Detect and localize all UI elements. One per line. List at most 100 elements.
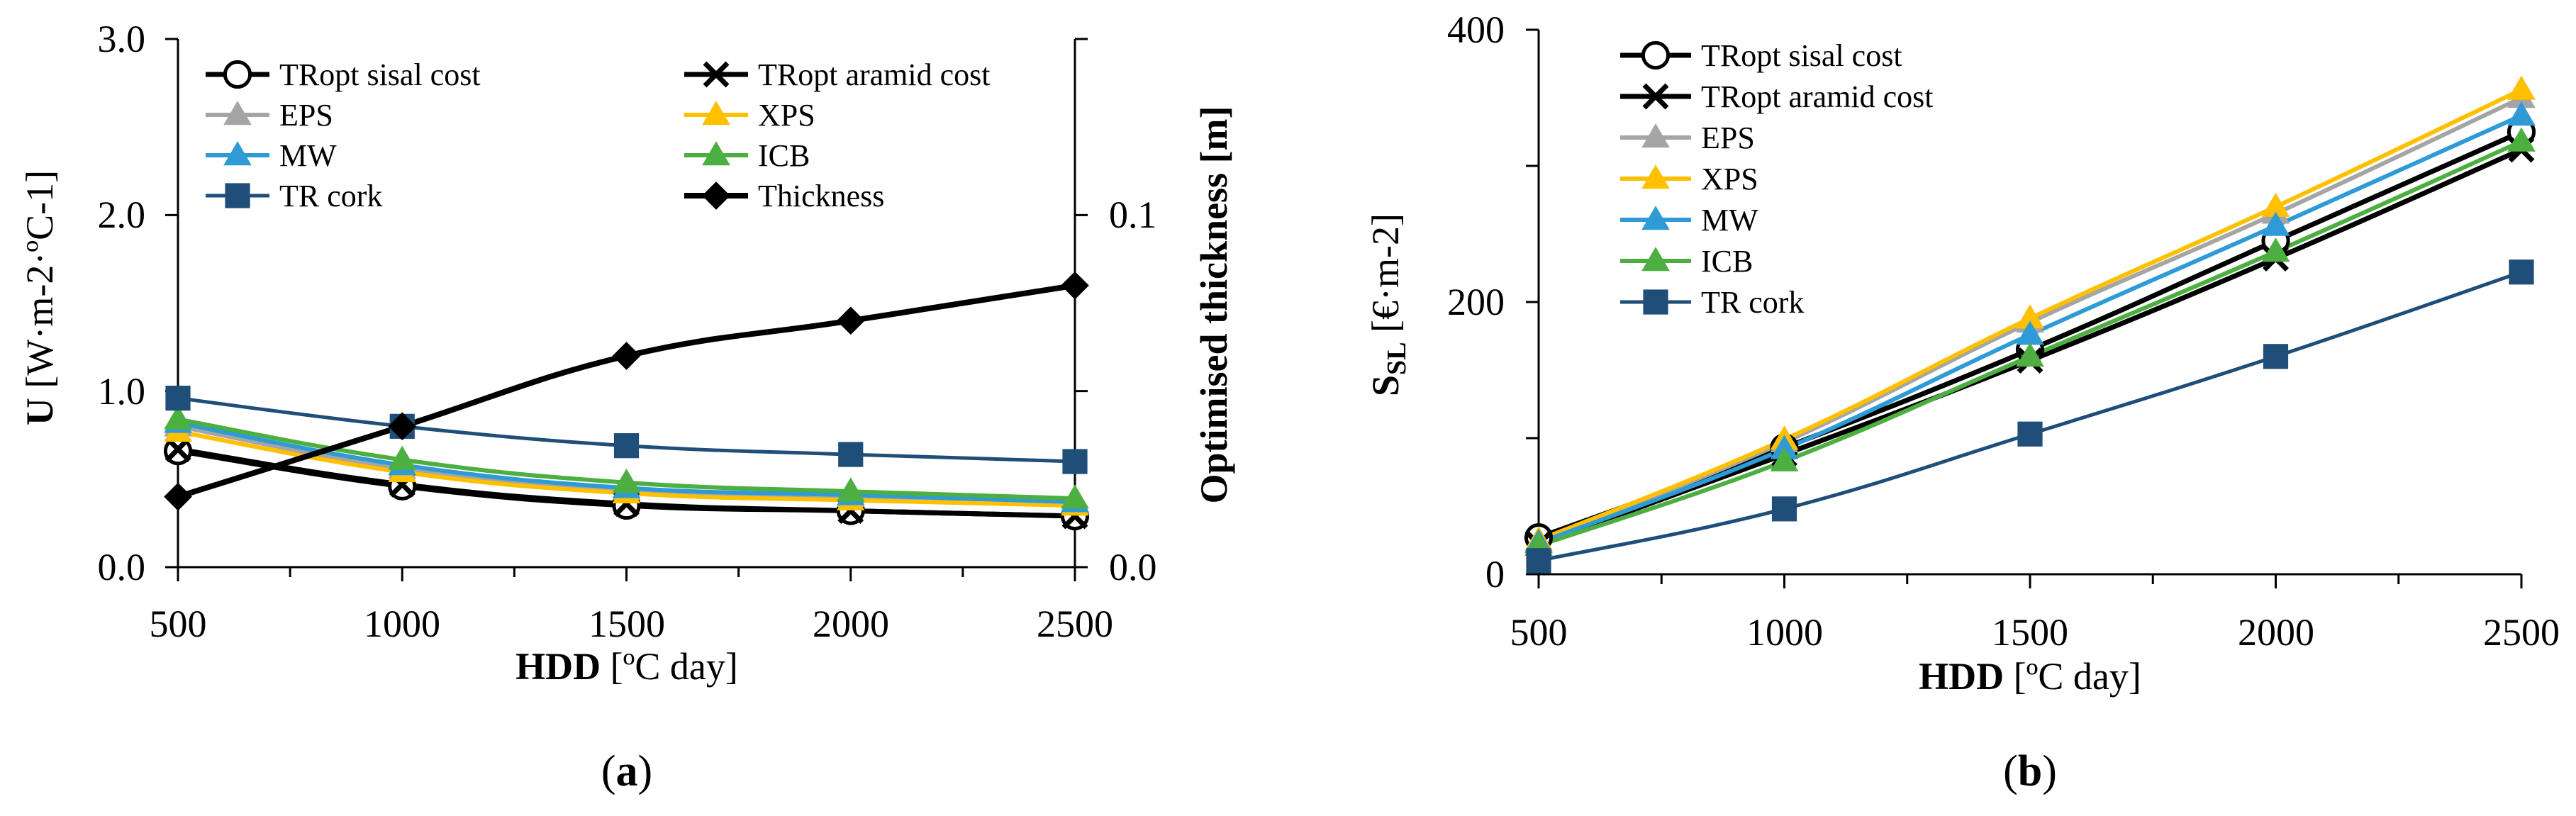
data-point-tr-cork bbox=[2263, 344, 2289, 369]
legend-marker bbox=[1643, 289, 1668, 315]
data-point-icb bbox=[1770, 447, 1799, 471]
b-ylabel-sub: SL bbox=[1382, 342, 1412, 374]
data-point-tr-cork bbox=[165, 386, 191, 411]
a-panel-label: (a) bbox=[601, 747, 652, 795]
b-ytick-label: 400 bbox=[1447, 9, 1505, 51]
b-ytick-label: 200 bbox=[1447, 281, 1505, 323]
data-point-icb bbox=[1061, 484, 1089, 509]
chart-a-legend: TRopt sisal cost TRopt aramid cost EPS XPS M… bbox=[206, 57, 991, 213]
series-markers-icb bbox=[164, 405, 1089, 509]
legend-label: TR cork bbox=[279, 179, 382, 213]
legend-marker bbox=[223, 141, 252, 166]
legend-label: ICB bbox=[758, 138, 810, 173]
data-point-tr-cork bbox=[613, 433, 640, 459]
legend-item-eps: EPS bbox=[1620, 121, 1755, 155]
a-y2-axis-title: Optimised thickness [m] bbox=[1193, 106, 1235, 503]
legend-marker bbox=[702, 101, 730, 125]
b-y-axis-title: SSL [€·m-2] bbox=[1364, 213, 1412, 396]
a-ylabel-rest: [W·m-2·ºC-1] bbox=[18, 170, 61, 398]
data-point-tr-cork bbox=[1526, 548, 1551, 574]
b-xlabel-rest: [ºC day] bbox=[2004, 655, 2141, 698]
data-point-thickness bbox=[612, 342, 641, 370]
legend-label: TRopt sisal cost bbox=[1701, 38, 1902, 73]
legend-marker bbox=[1641, 123, 1670, 148]
legend-marker bbox=[1641, 206, 1670, 230]
legend-marker bbox=[1641, 164, 1670, 189]
b-xtick-label: 2000 bbox=[2238, 611, 2314, 654]
data-point-thickness bbox=[1061, 271, 1089, 300]
a-y-axis-title: U [W·m-2·ºC-1] bbox=[18, 170, 61, 425]
data-point-icb bbox=[388, 445, 417, 470]
legend-label: EPS bbox=[1701, 121, 1755, 155]
a-ylabel-bold: U bbox=[18, 398, 61, 425]
a-ytick-label: 2.0 bbox=[98, 194, 146, 236]
chart-a-plot-area bbox=[163, 271, 1090, 531]
legend-item-mw: MW bbox=[1620, 203, 1758, 237]
legend-item-xps: XPS bbox=[1620, 162, 1758, 196]
legend-item-icb: ICB bbox=[684, 138, 810, 173]
data-point-tr-cork bbox=[838, 442, 864, 467]
series-thickness bbox=[177, 282, 1076, 500]
a-xlabel-rest: [ºC day] bbox=[601, 645, 738, 688]
legend-marker bbox=[225, 183, 250, 208]
chart-b-plot-area bbox=[1524, 75, 2536, 574]
chart-b: 500 1000 1500 2000 2500 0 200 400 HDD [º… bbox=[1364, 9, 2560, 795]
data-point-tr-cork bbox=[2509, 259, 2534, 285]
data-point-icb bbox=[836, 477, 865, 502]
b-xtick-label: 1500 bbox=[1992, 611, 2068, 654]
a-ytick-label: 1.0 bbox=[98, 370, 146, 413]
chart-b-ticks bbox=[1526, 28, 2523, 588]
legend-item-mw: MW bbox=[206, 138, 337, 173]
a-y2tick-label: 0.1 bbox=[1109, 194, 1157, 236]
legend-label: EPS bbox=[279, 98, 333, 133]
data-point-mw bbox=[2016, 320, 2044, 345]
legend-item-tropt-aramid-cost: TRopt aramid cost bbox=[1620, 79, 1934, 114]
data-point-icb bbox=[2016, 342, 2044, 367]
a-xtick-label: 1000 bbox=[364, 603, 440, 645]
b-xtick-label: 1000 bbox=[1746, 611, 1823, 654]
legend-marker bbox=[703, 61, 730, 88]
series-markers-thickness bbox=[164, 271, 1089, 511]
legend-marker bbox=[702, 181, 730, 210]
chart-a: 500 1000 1500 2000 2500 0.0 1.0 2.0 3.0 … bbox=[18, 18, 1235, 795]
b-ylabel-bold: S bbox=[1364, 375, 1407, 396]
legend-marker bbox=[1642, 83, 1669, 110]
b-panel-label: (b) bbox=[2003, 747, 2057, 795]
data-point-icb bbox=[2261, 237, 2290, 262]
legend-item-icb: ICB bbox=[1620, 244, 1753, 279]
series-markers-tr-cork bbox=[1526, 259, 2534, 574]
legend-marker bbox=[223, 101, 252, 125]
data-point-tr-cork bbox=[1062, 449, 1088, 474]
data-point-xps bbox=[2507, 75, 2536, 100]
b-xtick-label: 2500 bbox=[2483, 611, 2560, 654]
legend-label: MW bbox=[1701, 203, 1758, 237]
data-point-mw bbox=[1770, 435, 1799, 459]
legend-item-thickness: Thickness bbox=[684, 179, 884, 213]
b-xlabel-bold: HDD bbox=[1919, 655, 2004, 698]
data-point-tr-cork bbox=[2017, 421, 2043, 447]
data-point-thickness bbox=[388, 412, 417, 441]
legend-marker bbox=[1641, 247, 1670, 272]
legend-label: TRopt aramid cost bbox=[758, 57, 991, 92]
legend-label: XPS bbox=[1701, 162, 1758, 196]
legend-item-tr-cork: TR cork bbox=[206, 179, 382, 213]
chart-b-legend: TRopt sisal cost TRopt aramid cost EPS XPS M… bbox=[1620, 38, 1934, 320]
series-line-thickness bbox=[177, 282, 1076, 500]
series-markers-tr-cork bbox=[165, 386, 1088, 474]
data-point-mw bbox=[2261, 211, 2290, 236]
data-point-xps bbox=[2261, 192, 2290, 217]
a-xlabel-bold: HDD bbox=[515, 645, 601, 688]
a-xtick-label: 2000 bbox=[813, 603, 889, 645]
data-point-icb bbox=[164, 405, 192, 430]
series-markers-xps bbox=[1524, 75, 2536, 551]
legend-marker bbox=[1641, 40, 1671, 70]
legend-label: ICB bbox=[1701, 244, 1753, 279]
legend-label: TR cork bbox=[1701, 285, 1804, 320]
data-point-icb bbox=[612, 468, 641, 493]
legend-label: Thickness bbox=[758, 179, 884, 213]
legend-label: MW bbox=[279, 138, 337, 173]
a-ytick-label: 3.0 bbox=[98, 18, 146, 60]
legend-label: TRopt aramid cost bbox=[1701, 79, 1934, 114]
a-x-axis-title: HDD [ºC day] bbox=[515, 645, 738, 688]
